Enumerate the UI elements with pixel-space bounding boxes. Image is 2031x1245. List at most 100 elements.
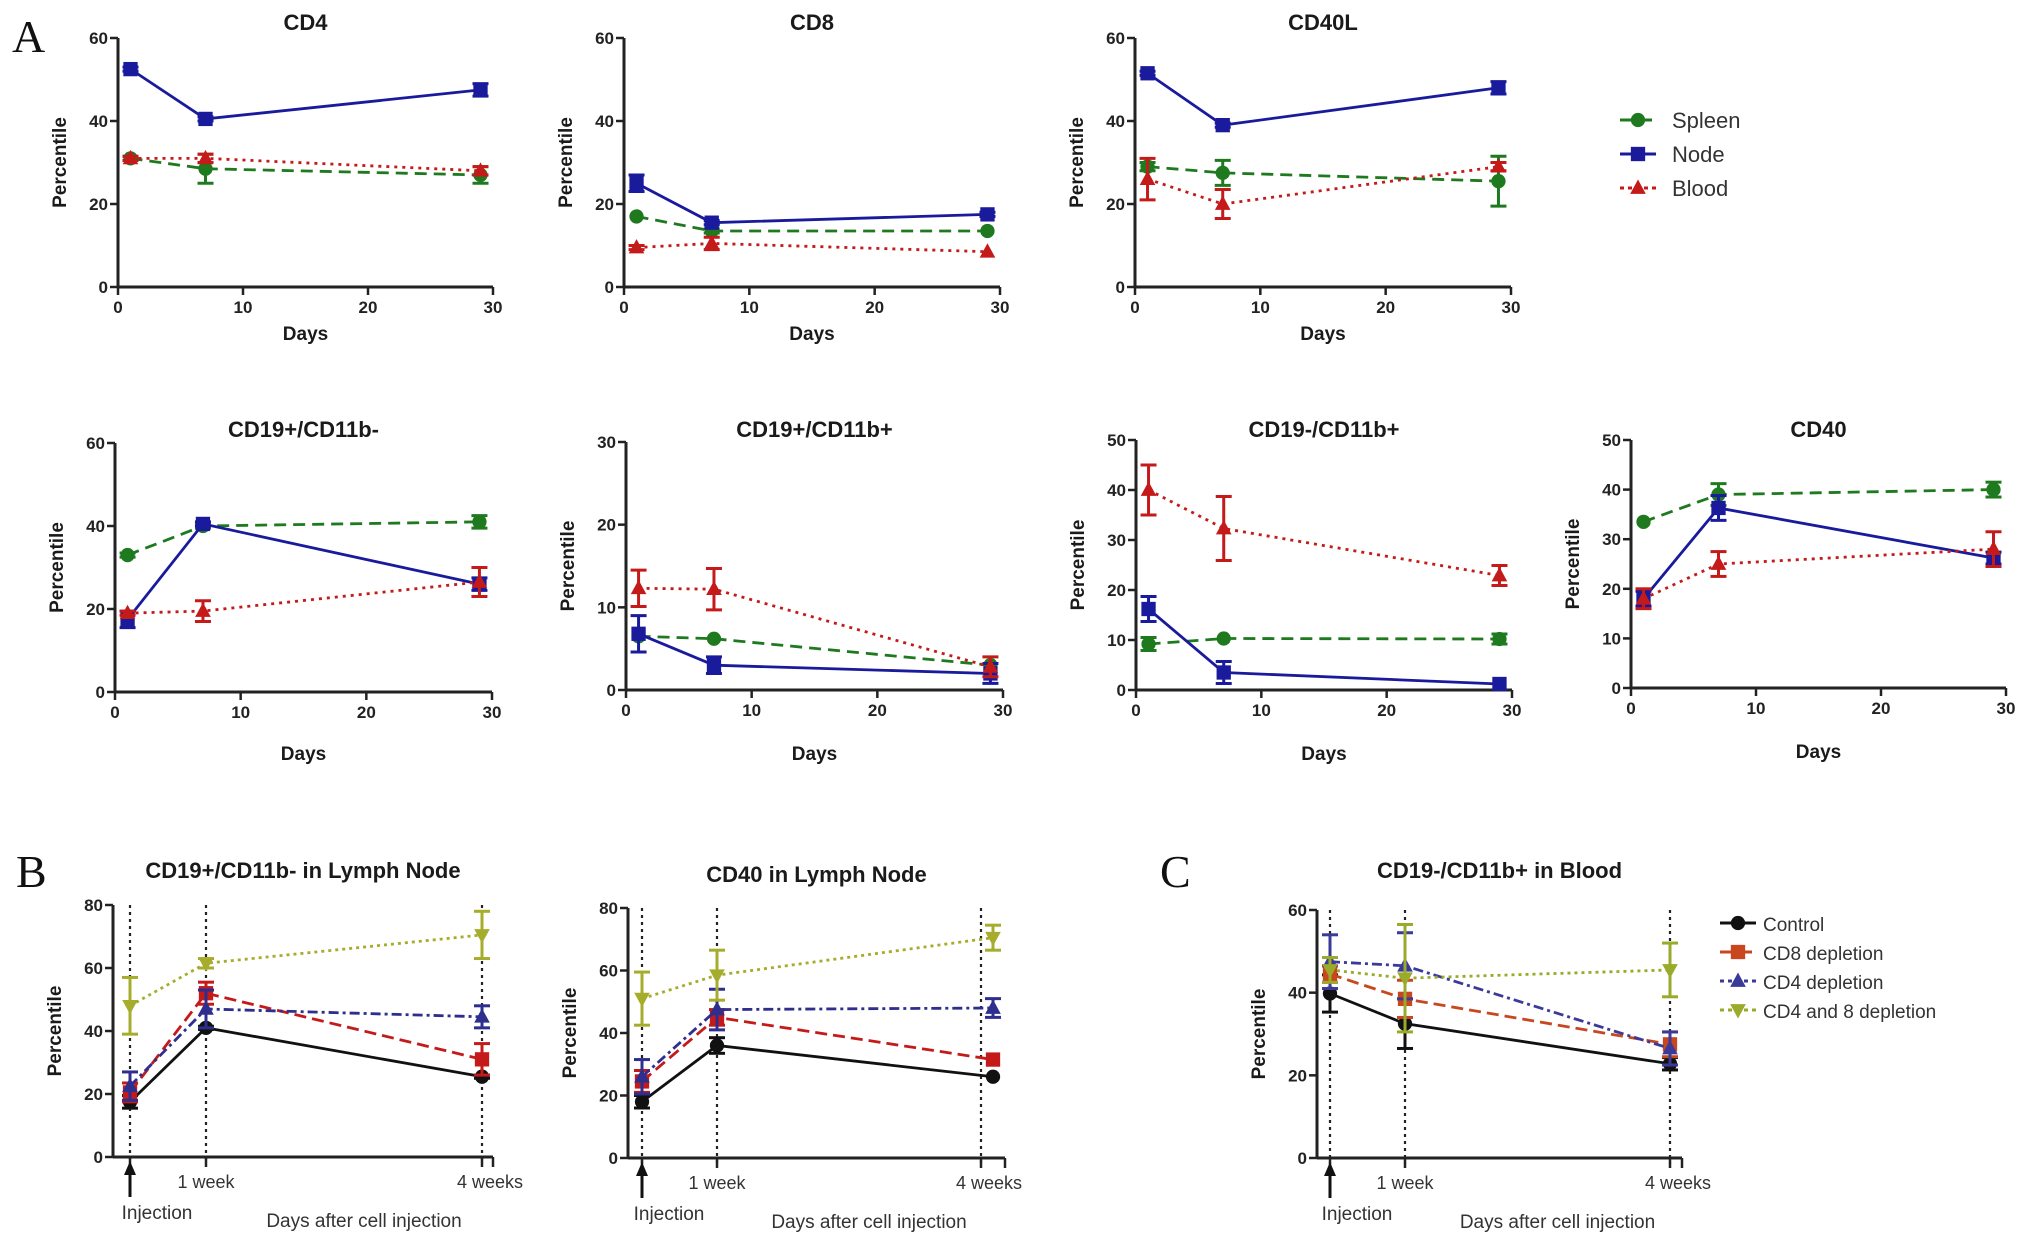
chart-title: CD40L: [1288, 10, 1358, 35]
series-spleen: [1140, 631, 1508, 652]
legend-marker-icon: [1630, 146, 1646, 162]
series-node: [628, 173, 996, 230]
y-tick-label: 60: [86, 434, 105, 453]
data-point: [472, 514, 487, 529]
chart-cd19-cd11b-in-blood: CD19-/CD11b+ in Blood 0 20 40 60 Percentile 1 …: [1249, 858, 1711, 1233]
y-tick-label: 0: [99, 278, 108, 297]
series-cd4-and-8-depletion: [122, 909, 490, 1036]
data-point: [198, 957, 214, 972]
y-tick-label: 60: [1106, 29, 1125, 48]
data-point: [1662, 1040, 1678, 1055]
data-point: [1140, 481, 1157, 496]
legend-label: CD4 and 8 depletion: [1763, 1002, 1936, 1023]
series-spleen: [629, 209, 995, 239]
series-spleen: [122, 151, 489, 185]
x-tick-label: 30: [1997, 699, 2016, 718]
data-point: [474, 1069, 490, 1084]
x-axis-label: Days: [1300, 324, 1345, 345]
data-point: [1492, 676, 1507, 692]
series-line: [130, 156, 481, 173]
panel-letter-a: A: [12, 11, 45, 62]
x-tick-label-1-week: 1 week: [1376, 1173, 1434, 1193]
y-tick-label: 0: [609, 1149, 618, 1168]
data-point: [704, 215, 719, 230]
data-point: [706, 658, 722, 673]
series-line: [638, 634, 991, 667]
x-tick-label: 10: [234, 298, 253, 317]
data-point: [709, 969, 725, 984]
y-tick-label: 30: [1602, 530, 1621, 549]
series-line: [1147, 165, 1499, 206]
data-point: [474, 1008, 490, 1023]
data-point: [1215, 118, 1230, 133]
data-point: [1636, 514, 1651, 529]
data-point: [120, 547, 135, 563]
x-axis-label: Days: [283, 324, 328, 345]
data-point: [985, 931, 1001, 947]
legend-marker-icon: [1730, 1004, 1746, 1019]
series-blood: [630, 566, 999, 679]
data-point: [709, 1001, 725, 1016]
data-point: [122, 149, 139, 165]
y-axis-label: Percentile: [45, 986, 66, 1077]
chart-title: CD19+/CD11b+: [736, 417, 893, 442]
legend-marker-icon: [1730, 972, 1746, 987]
y-tick-label: 10: [1602, 629, 1621, 648]
data-point: [474, 1052, 490, 1067]
series-line: [129, 1026, 483, 1103]
x-tick-label: 10: [742, 701, 761, 720]
series-line: [638, 586, 991, 669]
x-tick-label: 0: [110, 703, 119, 722]
x-axis-label: Days: [789, 324, 834, 345]
series-node: [1140, 595, 1507, 692]
legend-label: Control: [1763, 915, 1824, 936]
chart-cd19-cd11b: CD19+/CD11b- 0 20 40 60 Percentile 0 10 20 30 Days: [47, 417, 501, 765]
data-point: [1492, 631, 1507, 647]
data-point: [122, 1077, 138, 1092]
x-tick-label: 0: [1130, 298, 1139, 317]
x-tick-label: 20: [357, 703, 376, 722]
x-tick-label: 10: [1252, 701, 1271, 720]
y-axis-label: Percentile: [556, 117, 577, 208]
legend-item-spleen: Spleen: [1620, 108, 1741, 133]
data-point: [1397, 972, 1413, 987]
y-tick-label: 40: [595, 112, 614, 131]
series-cd4-and-8-depletion: [1322, 922, 1678, 1034]
data-point: [1215, 165, 1230, 181]
series-line: [127, 580, 480, 615]
series-line: [1643, 488, 1994, 524]
injection-arrow-icon: [124, 1161, 136, 1175]
data-point: [1139, 170, 1156, 185]
x-tick-label-4-weeks: 4 weeks: [1645, 1173, 1711, 1193]
data-point: [471, 573, 488, 588]
data-point: [634, 1094, 650, 1109]
x-tick-label: 30: [483, 703, 502, 722]
y-tick-label: 60: [1288, 901, 1307, 920]
series-line: [1148, 637, 1500, 646]
data-point: [474, 929, 490, 944]
x-tick-label: 30: [484, 298, 503, 317]
y-tick-label: 40: [89, 112, 108, 131]
legend-item-cd4-depletion: CD4 depletion: [1720, 972, 1883, 994]
data-point: [1491, 567, 1508, 582]
data-point: [198, 161, 213, 176]
series-node: [1139, 66, 1507, 133]
y-tick-label: 20: [1288, 1066, 1307, 1085]
series-line: [1146, 72, 1499, 127]
chart-title: CD19+/CD11b-: [228, 417, 379, 442]
y-axis-label: Percentile: [47, 522, 68, 613]
data-point: [123, 61, 138, 77]
x-tick-label: 20: [1377, 701, 1396, 720]
x-tick-label: 30: [991, 298, 1010, 317]
x-tick-label: 30: [994, 701, 1013, 720]
y-tick-label: 40: [1106, 112, 1125, 131]
chart-cd8: CD8 0 20 40 60 Percentile 0 10 20 30 Days: [556, 10, 1009, 345]
y-axis-label: Percentile: [558, 521, 579, 612]
chart-cd40l: CD40L 0 20 40 60 Percentile 0 10 20 30 Days: [1067, 10, 1520, 345]
data-point: [709, 1038, 725, 1053]
y-tick-label: 20: [84, 1085, 103, 1104]
series-line: [1329, 968, 1671, 980]
chart-title: CD40: [1790, 417, 1846, 442]
y-tick-label: 20: [86, 600, 105, 619]
